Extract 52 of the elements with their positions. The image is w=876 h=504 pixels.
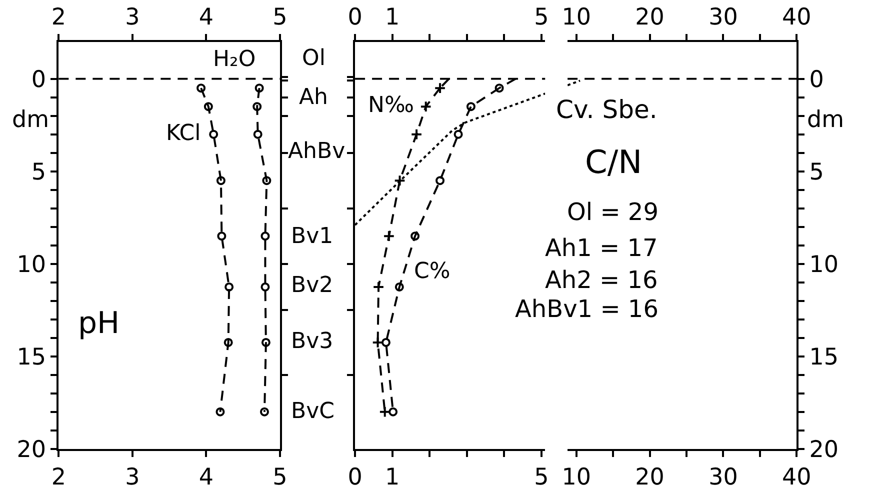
x-tick-label: 3 <box>125 4 140 31</box>
y-tick-label: 0 <box>809 66 824 93</box>
annotation: Cv. Sbe. <box>556 95 658 124</box>
x2-tick-label: 20 <box>635 464 664 490</box>
text: Ol <box>302 46 326 71</box>
x-tick-label: 1 <box>384 4 400 31</box>
y-axis-title: dm <box>12 107 50 133</box>
x2-tick-label: 1 <box>384 464 400 490</box>
annotation: Ah2 = 16 <box>545 266 658 294</box>
y-tick-label: 10 <box>809 252 839 278</box>
y-tick-label: 15 <box>16 344 46 370</box>
text: BvC <box>291 399 334 424</box>
y-tick-label: 20 <box>16 436 46 463</box>
x-tick-label: 20 <box>635 4 664 31</box>
x-tick-label: 0 <box>348 4 362 31</box>
text: AhBv <box>288 139 346 164</box>
text: Bv1 <box>291 224 334 249</box>
text: Ah <box>299 85 328 110</box>
annotation: AhBv1 = 16 <box>515 295 658 323</box>
x2-tick-label: 10 <box>562 464 592 490</box>
x2-tick-label: 2 <box>51 464 66 490</box>
text: pH <box>78 306 120 341</box>
annotation: Ah1 = 17 <box>545 234 658 262</box>
x-tick-label: 5 <box>534 4 549 31</box>
x-tick-label: 5 <box>272 4 288 31</box>
y-tick-label: 10 <box>16 252 46 278</box>
y-axis-title: dm <box>807 107 844 133</box>
y-tick-label: 20 <box>809 436 839 463</box>
x2-tick-label: 40 <box>782 464 812 490</box>
x-tick-label: 40 <box>782 4 812 31</box>
annotation: H₂O <box>213 47 256 72</box>
x2-tick-label: 5 <box>534 464 549 490</box>
x-tick-label: 4 <box>198 4 214 31</box>
y-tick-label: 0 <box>31 66 46 93</box>
y-tick-label: 5 <box>809 159 824 186</box>
annotation: KCl <box>166 121 201 146</box>
x2-tick-label: 0 <box>348 464 362 490</box>
text: Bv3 <box>291 329 334 354</box>
x2-tick-label: 3 <box>125 464 140 490</box>
x-tick-label: 30 <box>708 4 738 31</box>
text: C/N <box>585 143 642 181</box>
annotation: C% <box>414 259 450 284</box>
x2-tick-label: 5 <box>272 464 288 490</box>
annotation: N‰ <box>368 93 414 118</box>
y-tick-label: 5 <box>31 159 46 186</box>
x2-tick-label: 4 <box>198 464 214 490</box>
annotation: Ol = 29 <box>567 198 658 226</box>
y-tick-label: 15 <box>809 344 839 370</box>
x-tick-label: 10 <box>562 4 592 31</box>
x-tick-label: 2 <box>51 4 66 31</box>
x2-tick-label: 30 <box>708 464 738 490</box>
text: Bv2 <box>291 273 334 298</box>
